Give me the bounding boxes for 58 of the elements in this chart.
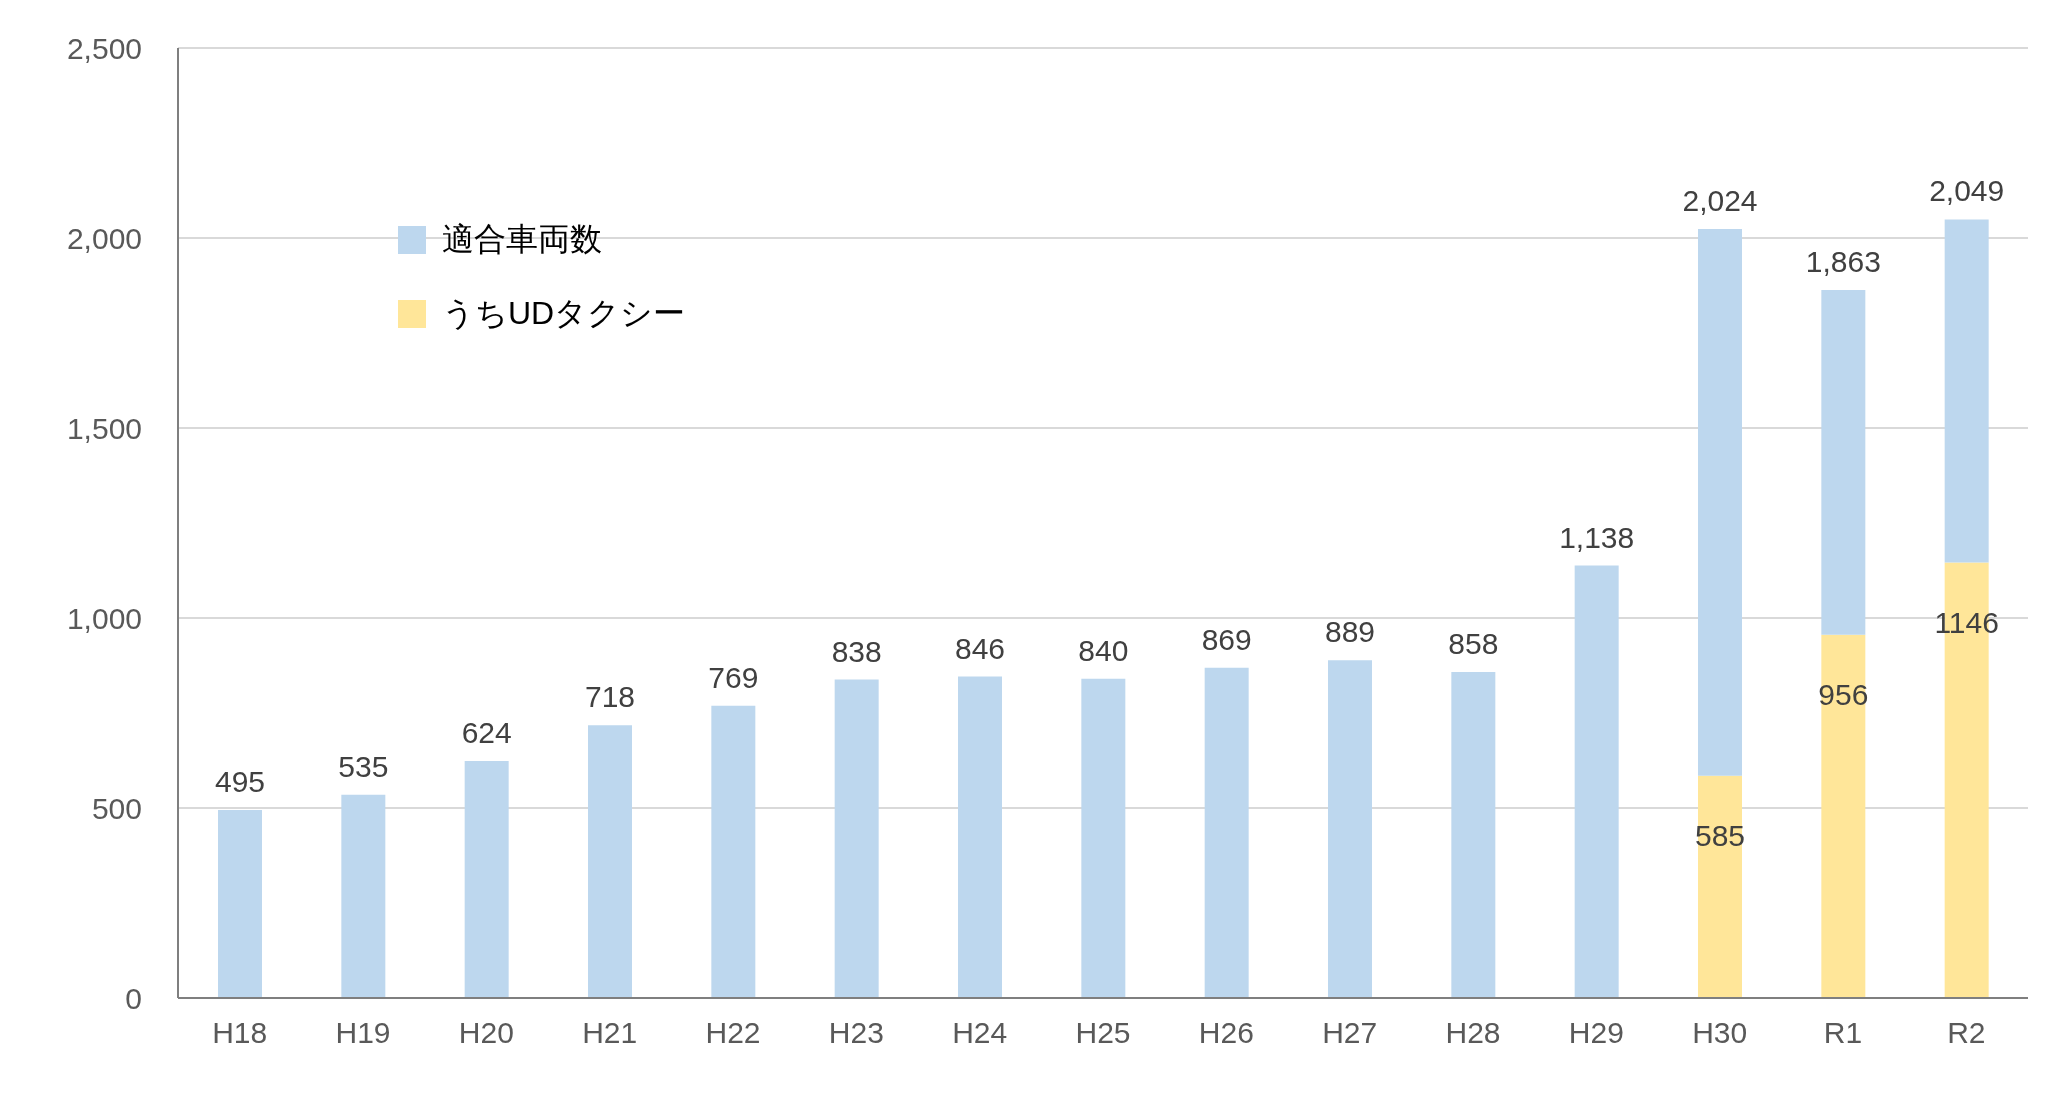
total-label: 2,024 (1682, 183, 1758, 217)
bar (1821, 290, 1866, 635)
legend-label: うちUDタクシー (442, 294, 686, 333)
bar (1574, 565, 1619, 998)
x-tick-label: H28 (1445, 1016, 1501, 1050)
x-tick-label: H30 (1692, 1016, 1748, 1050)
total-label: 769 (708, 660, 759, 694)
legend-label: 適合車両数 (442, 220, 602, 259)
y-tick-label: 2,000 (66, 221, 142, 255)
y-tick-label: 2,500 (66, 31, 142, 65)
bar (1081, 678, 1126, 998)
bar (711, 705, 756, 998)
total-label: 838 (831, 634, 882, 668)
total-label: 858 (1448, 626, 1499, 660)
total-label: 2,049 (1929, 174, 2005, 208)
total-label: 846 (954, 631, 1006, 665)
total-label: 869 (1201, 622, 1252, 656)
x-tick-label: H18 (212, 1016, 268, 1050)
data-label: 585 (1694, 818, 1746, 852)
bar (1328, 660, 1372, 998)
bar (834, 679, 879, 998)
x-tick-label: H19 (335, 1016, 391, 1050)
total-label: 624 (461, 715, 512, 749)
y-tick-label: 500 (91, 791, 142, 825)
data-label: 956 (1818, 677, 1869, 711)
total-label: 495 (214, 764, 266, 798)
y-tick-label: 1,500 (66, 411, 142, 445)
bar (464, 760, 509, 998)
bar (1821, 634, 1866, 998)
total-label: 718 (584, 680, 636, 714)
data-label: 1146 (1934, 605, 1999, 639)
x-tick-label: H24 (952, 1016, 1008, 1050)
bar (218, 809, 262, 998)
x-tick-label: H25 (1075, 1016, 1131, 1050)
bar (1944, 219, 1989, 563)
x-tick-label: H21 (582, 1016, 638, 1050)
total-label: 1,138 (1559, 520, 1635, 554)
bar (1451, 671, 1496, 998)
y-tick-label: 1,000 (66, 601, 142, 635)
x-tick-label: H20 (458, 1016, 514, 1050)
y-tick-label: 0 (125, 981, 142, 1015)
total-label: 889 (1324, 615, 1376, 649)
x-tick-label: H22 (705, 1016, 761, 1050)
bar (588, 725, 632, 998)
x-tick-label: H29 (1568, 1016, 1624, 1050)
bar (1204, 667, 1249, 998)
bar (1698, 775, 1742, 998)
total-label: 1,863 (1805, 245, 1881, 279)
bar (341, 794, 386, 998)
x-tick-label: R1 (1823, 1016, 1863, 1050)
x-tick-label: H23 (828, 1016, 884, 1050)
x-tick-label: H27 (1322, 1016, 1378, 1050)
bar (958, 676, 1002, 998)
x-tick-label: H26 (1198, 1016, 1254, 1050)
x-tick-label: R2 (1947, 1016, 1986, 1050)
total-label: 535 (338, 749, 389, 783)
total-label: 840 (1078, 633, 1129, 667)
bar (1698, 228, 1742, 776)
